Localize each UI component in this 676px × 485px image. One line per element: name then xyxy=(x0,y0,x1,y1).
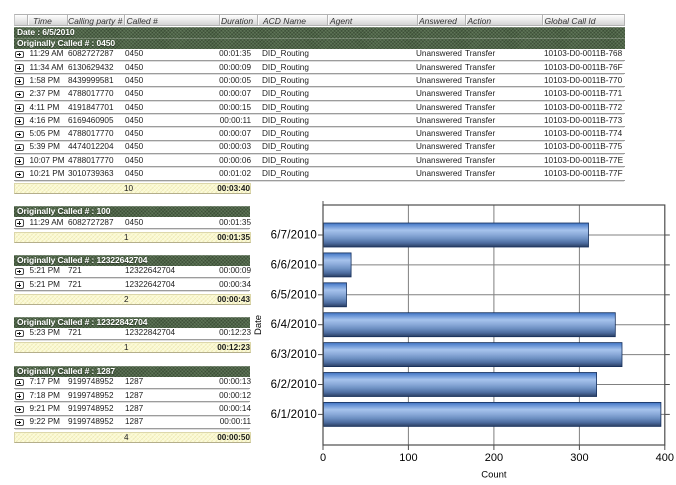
svg-text:Count: Count xyxy=(481,470,507,481)
svg-text:6/5/2010: 6/5/2010 xyxy=(271,289,317,301)
svg-text:400: 400 xyxy=(656,452,674,464)
svg-text:6/6/2010: 6/6/2010 xyxy=(271,259,317,271)
svg-text:200: 200 xyxy=(485,452,503,464)
svg-text:Date: Date xyxy=(253,315,264,335)
svg-text:6/2/2010: 6/2/2010 xyxy=(271,379,317,391)
svg-text:100: 100 xyxy=(399,452,417,464)
svg-text:6/4/2010: 6/4/2010 xyxy=(271,319,317,331)
svg-text:0: 0 xyxy=(320,452,326,464)
svg-text:6/3/2010: 6/3/2010 xyxy=(271,349,317,361)
svg-text:300: 300 xyxy=(570,452,588,464)
svg-text:6/7/2010: 6/7/2010 xyxy=(271,230,317,242)
svg-text:6/1/2010: 6/1/2010 xyxy=(271,409,317,421)
